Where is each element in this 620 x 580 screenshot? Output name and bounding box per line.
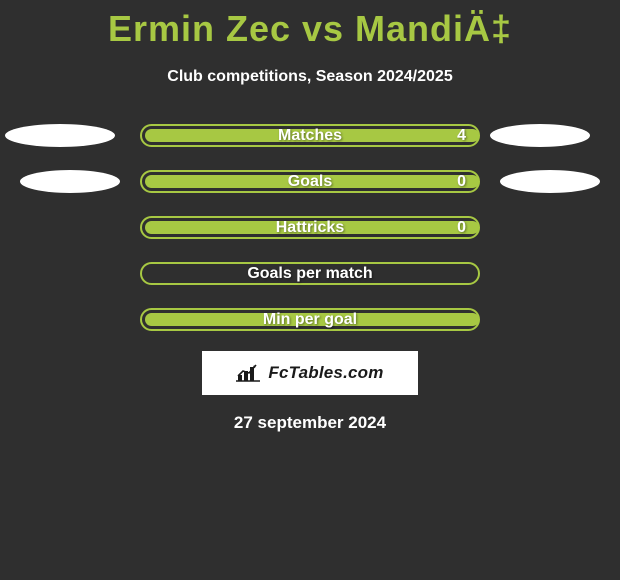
- stat-label: Hattricks: [276, 219, 344, 237]
- stat-row-min-per-goal: Min per goal: [0, 308, 620, 331]
- stat-row-goals: Goals 0: [0, 170, 620, 193]
- stat-label: Matches: [278, 127, 342, 145]
- date-text: 27 september 2024: [0, 413, 620, 433]
- left-ellipse-icon: [5, 124, 115, 147]
- stat-label: Min per goal: [263, 311, 357, 329]
- stat-label: Goals per match: [247, 265, 372, 283]
- page-title: Ermin Zec vs MandiÄ‡: [0, 0, 620, 50]
- stat-bar: Matches 4: [140, 124, 480, 147]
- left-ellipse-icon: [20, 170, 120, 193]
- bar-chart-icon: [236, 363, 262, 383]
- brand-box[interactable]: FcTables.com: [202, 351, 418, 395]
- stat-label: Goals: [288, 173, 332, 191]
- stat-value: 4: [457, 127, 466, 145]
- stat-bar: Hattricks 0: [140, 216, 480, 239]
- stat-row-hattricks: Hattricks 0: [0, 216, 620, 239]
- right-ellipse-icon: [490, 124, 590, 147]
- stat-row-matches: Matches 4: [0, 124, 620, 147]
- infographic-container: Ermin Zec vs MandiÄ‡ Club competitions, …: [0, 0, 620, 580]
- stat-bar: Min per goal: [140, 308, 480, 331]
- brand-text: FcTables.com: [268, 363, 383, 383]
- subtitle: Club competitions, Season 2024/2025: [0, 68, 620, 86]
- stat-value: 0: [457, 219, 466, 237]
- stat-bar: Goals per match: [140, 262, 480, 285]
- stat-row-goals-per-match: Goals per match: [0, 262, 620, 285]
- stat-value: 0: [457, 173, 466, 191]
- stat-rows: Matches 4 Goals 0 Hattricks 0: [0, 124, 620, 331]
- stat-bar: Goals 0: [140, 170, 480, 193]
- right-ellipse-icon: [500, 170, 600, 193]
